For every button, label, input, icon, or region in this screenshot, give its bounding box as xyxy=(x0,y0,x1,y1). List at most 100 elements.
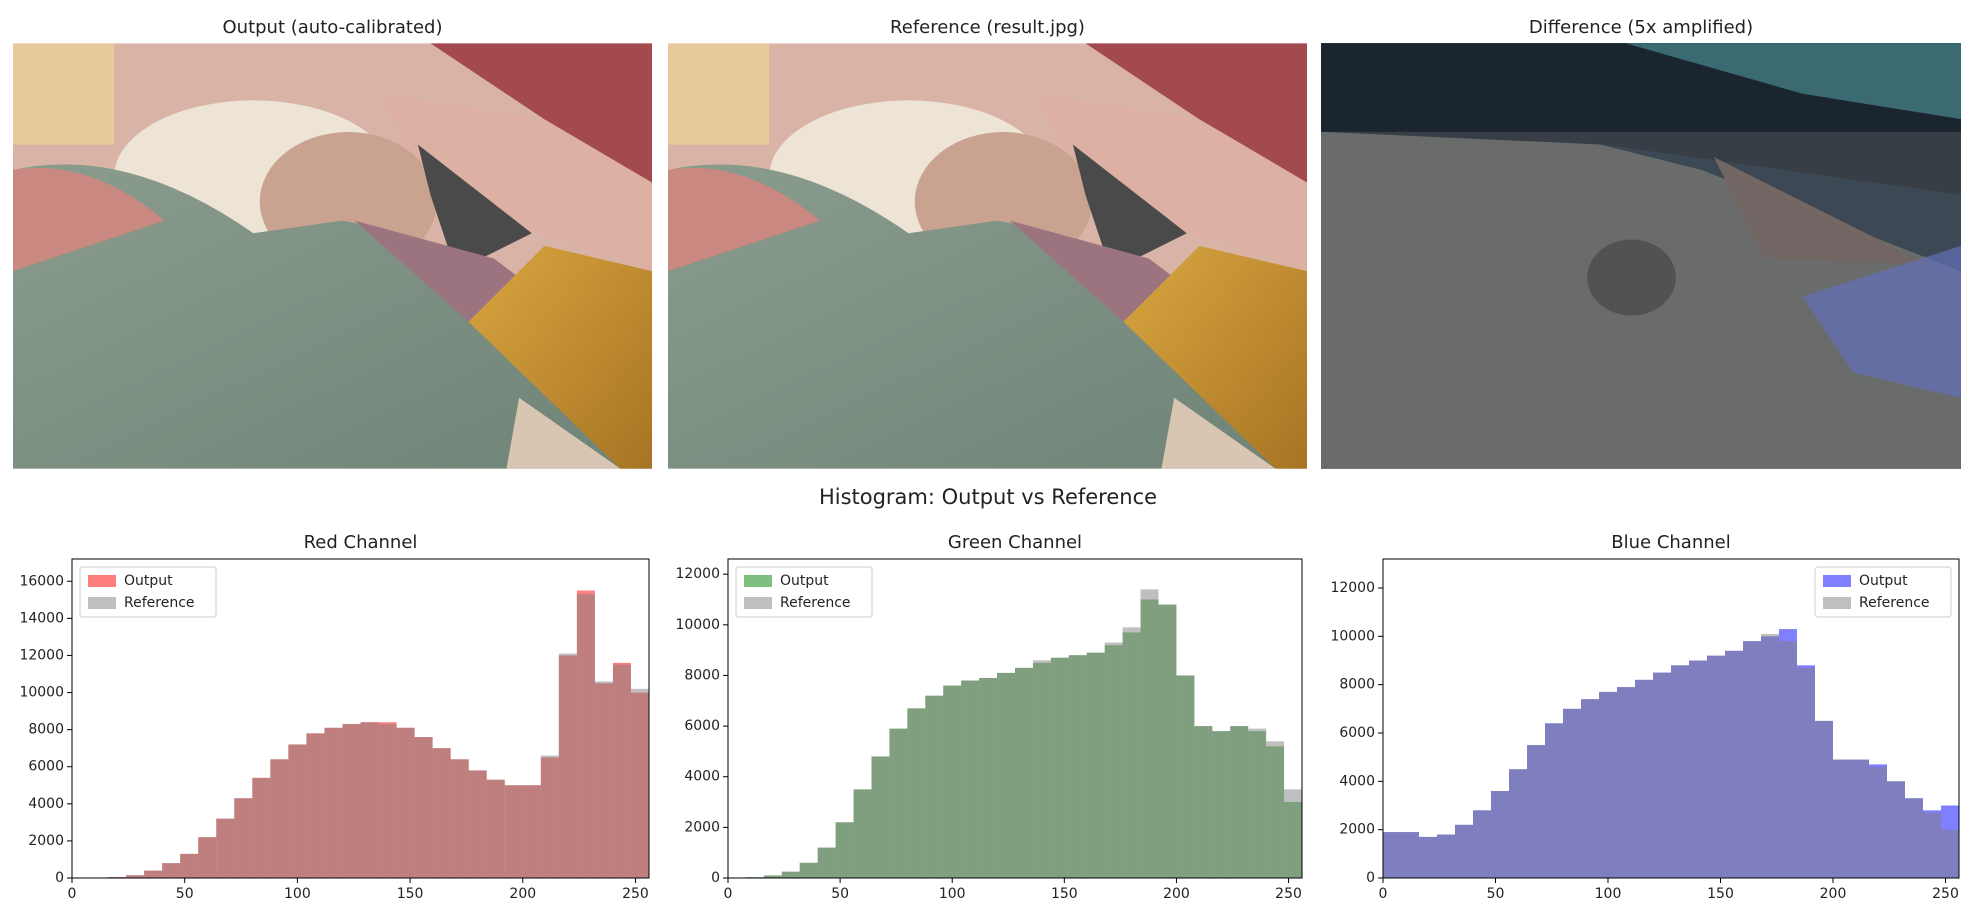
histogram-bar xyxy=(1509,769,1527,878)
axes-title: Green Channel xyxy=(948,532,1082,553)
panel-title: Difference (5x amplified) xyxy=(1529,17,1753,38)
histogram-bar xyxy=(414,737,433,878)
histogram-bar xyxy=(1635,679,1653,878)
histogram-bar xyxy=(486,779,505,878)
histogram-bar xyxy=(1527,745,1545,878)
histogram-bar xyxy=(522,785,541,878)
histogram-bar xyxy=(1194,726,1213,878)
x-tick-label: 200 xyxy=(509,886,536,902)
histogram-bar xyxy=(1032,660,1051,878)
histogram-bar xyxy=(1419,836,1437,878)
y-tick-label: 10000 xyxy=(675,617,720,633)
legend-swatch xyxy=(1823,575,1851,587)
histogram-bar xyxy=(1158,604,1177,878)
histogram-bar xyxy=(799,862,818,878)
histogram-bar xyxy=(1725,650,1743,878)
x-tick-label: 250 xyxy=(1932,886,1959,902)
legend-label: Reference xyxy=(780,595,851,611)
legend-swatch xyxy=(88,575,116,587)
legend-swatch xyxy=(744,575,772,587)
x-tick-label: 100 xyxy=(1595,886,1622,902)
histogram-bar xyxy=(1230,726,1249,878)
histogram-bar xyxy=(1068,655,1087,878)
y-tick-label: 12000 xyxy=(1330,580,1375,596)
histogram-bar xyxy=(468,770,487,878)
histogram-bar xyxy=(835,822,854,878)
histogram-bar xyxy=(576,594,595,878)
histogram-bar xyxy=(1545,723,1563,878)
legend-label: Output xyxy=(780,573,829,589)
histogram-bar xyxy=(997,672,1015,878)
histogram-bar xyxy=(396,727,415,878)
axes-title: Blue Channel xyxy=(1611,532,1730,553)
histogram-bar xyxy=(1437,834,1455,878)
suptitle: Histogram: Output vs Reference xyxy=(819,485,1157,509)
histogram-bar xyxy=(1581,699,1599,878)
y-tick-label: 6000 xyxy=(1339,725,1375,741)
histogram-bar xyxy=(162,863,181,878)
y-tick-label: 2000 xyxy=(1339,822,1375,838)
histogram-bar xyxy=(763,875,782,878)
histogram-bar xyxy=(1797,667,1815,878)
histogram-bar xyxy=(558,653,577,878)
x-tick-label: 200 xyxy=(1163,886,1190,902)
legend-label: Output xyxy=(1859,573,1908,589)
histogram-bar xyxy=(306,733,325,878)
histogram-bar xyxy=(360,722,379,878)
histogram-bar xyxy=(630,688,649,878)
histogram-bar xyxy=(961,680,980,878)
histogram-bar xyxy=(504,785,523,878)
histogram-bar xyxy=(1491,791,1509,878)
legend-swatch xyxy=(88,597,116,609)
axes-frame xyxy=(1382,558,1960,879)
y-tick-label: 8000 xyxy=(28,722,64,738)
histogram-bar xyxy=(180,853,199,878)
legend-label: Reference xyxy=(1859,595,1930,611)
histogram-bar xyxy=(1563,708,1581,878)
legend-label: Reference xyxy=(124,595,195,611)
x-tick-label: 0 xyxy=(724,886,733,902)
histogram-bar xyxy=(252,777,271,878)
histogram-bar xyxy=(1923,812,1941,878)
histogram-bar xyxy=(1905,798,1923,878)
image xyxy=(1321,43,1961,469)
histogram-bar xyxy=(1689,660,1707,878)
x-tick-label: 150 xyxy=(397,886,424,902)
histogram-bar xyxy=(1266,741,1285,878)
image xyxy=(668,43,1307,469)
x-tick-label: 50 xyxy=(1487,886,1505,902)
x-tick-label: 150 xyxy=(1707,886,1734,902)
histogram-bar xyxy=(1599,691,1617,878)
histogram-bar xyxy=(324,727,343,878)
y-tick-label: 4000 xyxy=(28,796,64,812)
histogram-bar xyxy=(342,724,361,878)
histogram-bar xyxy=(1887,781,1905,878)
panel-title: Output (auto-calibrated) xyxy=(223,17,443,38)
x-tick-label: 250 xyxy=(1275,886,1302,902)
legend-swatch xyxy=(1823,597,1851,609)
histogram-bar xyxy=(126,875,145,878)
histogram-bar xyxy=(612,664,631,878)
y-tick-label: 0 xyxy=(711,870,720,886)
histogram-bar xyxy=(1707,655,1725,878)
legend-label: Output xyxy=(124,573,173,589)
histogram-bar xyxy=(1455,824,1473,878)
y-tick-label: 6000 xyxy=(684,718,720,734)
histogram-bar xyxy=(1284,789,1302,878)
x-tick-label: 0 xyxy=(68,886,77,902)
x-tick-label: 50 xyxy=(831,886,849,902)
image xyxy=(13,43,652,469)
histogram-bar xyxy=(979,677,998,878)
x-tick-label: 100 xyxy=(939,886,966,902)
axes-title: Red Channel xyxy=(304,532,418,553)
histogram-bar xyxy=(1671,665,1689,878)
histogram-bar xyxy=(1815,720,1833,878)
axes-frame xyxy=(727,558,1303,879)
histogram-bar xyxy=(1086,652,1105,878)
y-tick-label: 0 xyxy=(1366,870,1375,886)
axes-frame xyxy=(71,558,650,879)
histogram-bar xyxy=(925,695,944,878)
histogram-bar xyxy=(1401,832,1419,878)
histogram-bar xyxy=(1833,759,1851,878)
